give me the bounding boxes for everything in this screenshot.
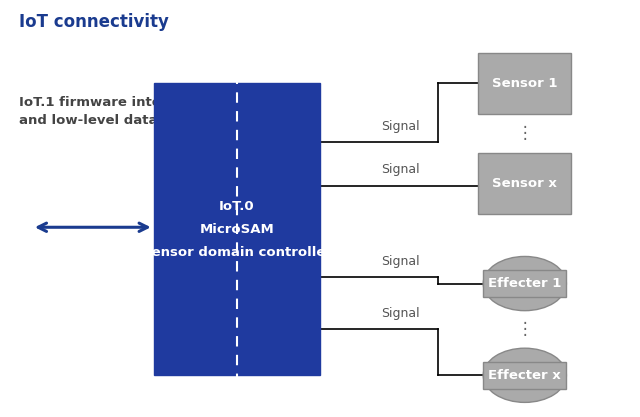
Text: Sensor 1: Sensor 1	[492, 77, 557, 90]
Text: IoT.1 firmware interface
and low-level data model: IoT.1 firmware interface and low-level d…	[19, 96, 209, 127]
Text: Effecter x: Effecter x	[488, 369, 561, 382]
Bar	[154, 83, 320, 375]
Text: Signal: Signal	[381, 120, 419, 133]
Circle shape	[483, 256, 566, 311]
Bar	[483, 362, 566, 389]
Text: IoT connectivity: IoT connectivity	[19, 13, 169, 30]
Text: ⋮: ⋮	[516, 124, 533, 143]
Bar	[479, 153, 572, 214]
Text: Signal: Signal	[381, 163, 419, 176]
Bar	[483, 270, 566, 297]
Circle shape	[483, 348, 566, 402]
Text: Signal: Signal	[381, 255, 419, 268]
Bar	[479, 53, 572, 114]
Text: Signal: Signal	[381, 307, 419, 320]
Text: Effecter 1: Effecter 1	[488, 277, 561, 290]
Text: ⋮: ⋮	[516, 320, 533, 339]
Text: IoT.0
MicroSAM
Sensor domain controller: IoT.0 MicroSAM Sensor domain controller	[142, 200, 332, 259]
Text: Sensor x: Sensor x	[492, 177, 557, 190]
